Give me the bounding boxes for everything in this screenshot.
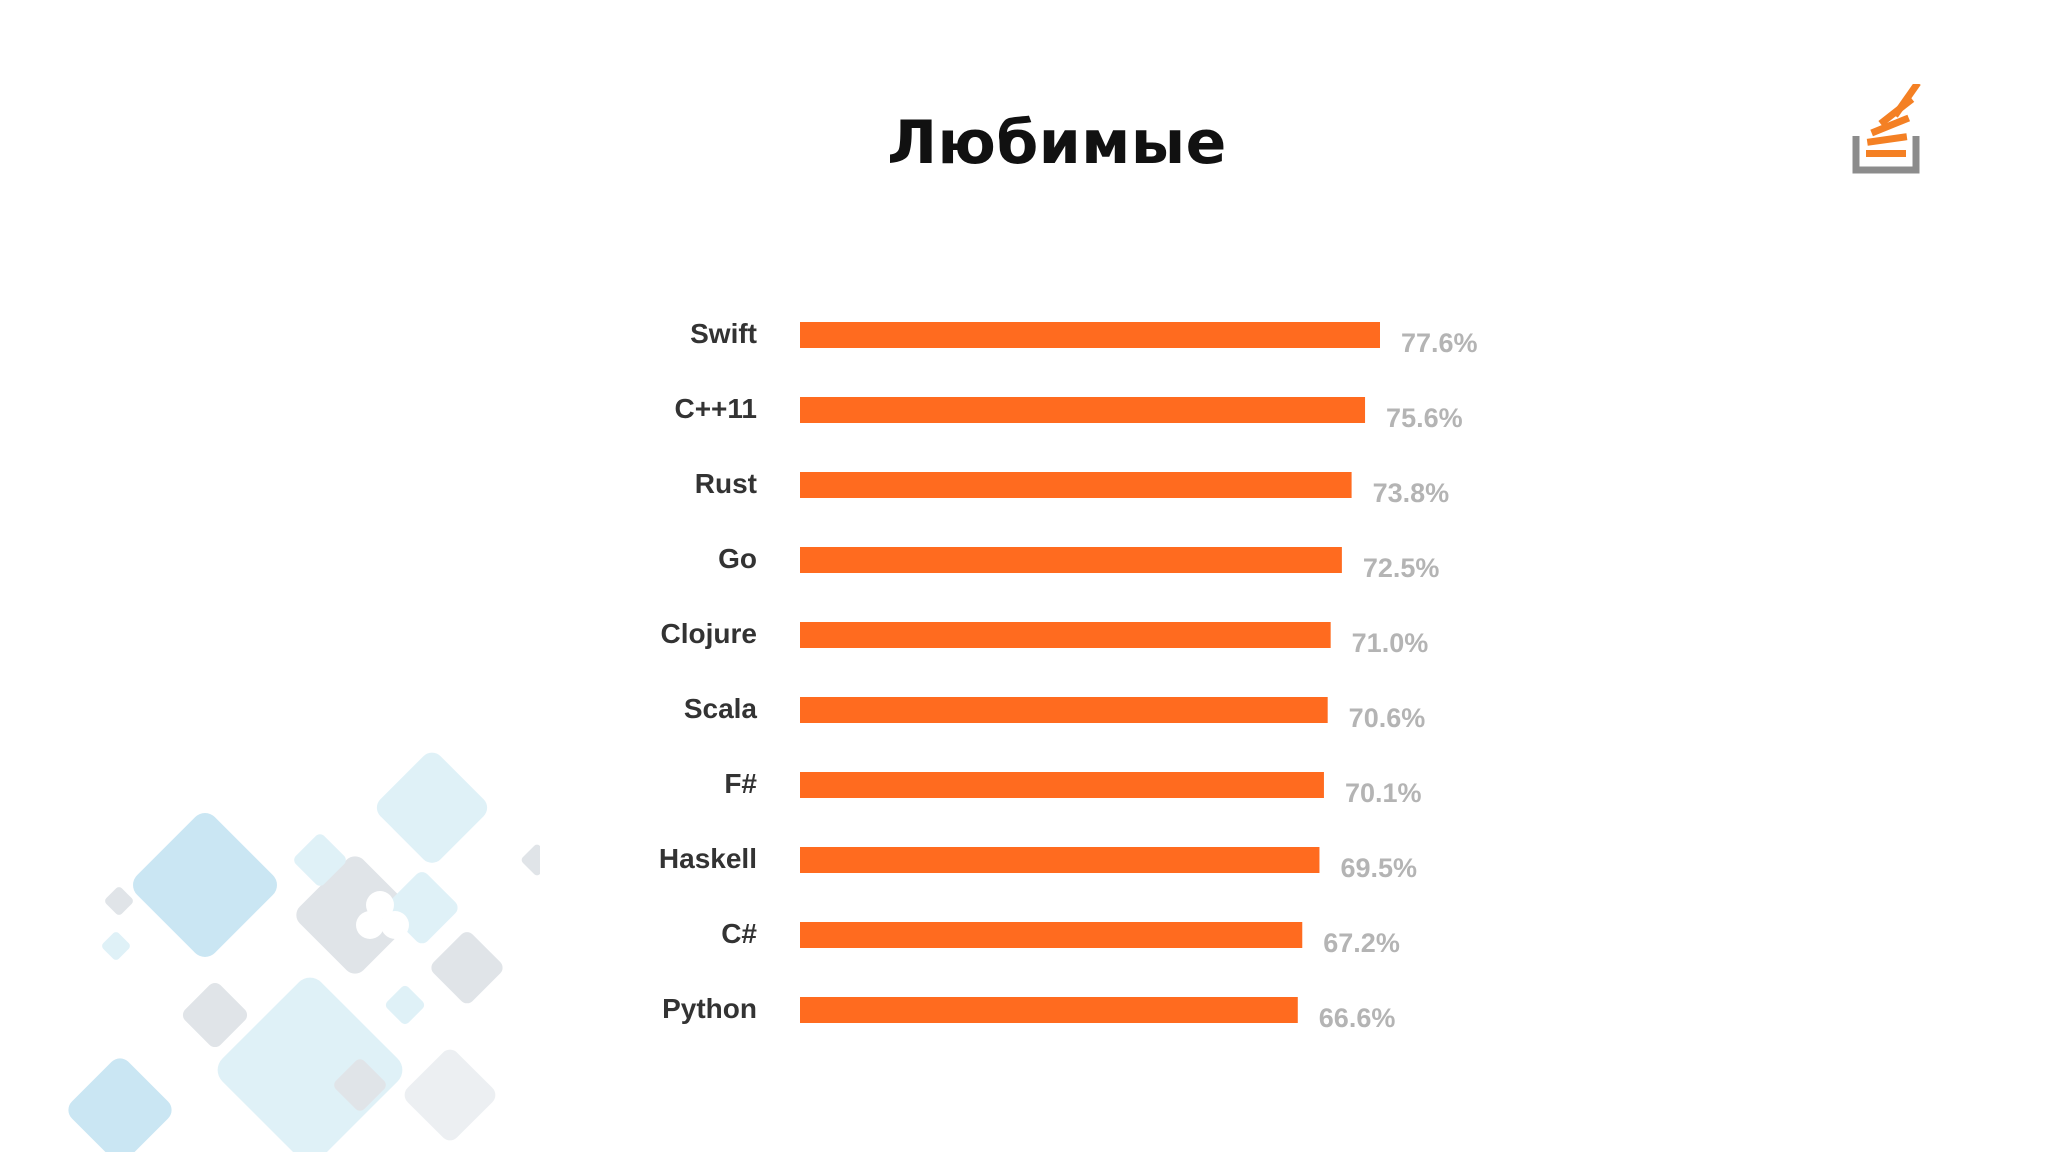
bar — [800, 847, 1320, 873]
bar — [800, 622, 1331, 648]
category-label: Rust — [695, 468, 757, 499]
stack-overflow-logo-icon — [1852, 84, 1921, 174]
bar — [800, 322, 1380, 348]
value-label: 73.8% — [1373, 478, 1450, 508]
bar — [800, 772, 1324, 798]
bar — [800, 397, 1366, 423]
slide-title: Любимые — [887, 108, 1227, 178]
category-label: Go — [718, 543, 757, 574]
category-label: Scala — [684, 693, 758, 724]
value-label: 75.6% — [1386, 403, 1463, 433]
category-label: Python — [662, 993, 757, 1024]
category-label: Swift — [690, 318, 757, 349]
category-label: F# — [724, 768, 757, 799]
value-label: 69.5% — [1340, 853, 1417, 883]
category-label: Haskell — [659, 843, 757, 874]
bar — [800, 547, 1342, 573]
value-label: 72.5% — [1363, 553, 1440, 583]
value-label: 71.0% — [1352, 628, 1429, 658]
category-label: Clojure — [661, 618, 757, 649]
value-label: 70.6% — [1349, 703, 1426, 733]
value-label: 67.2% — [1323, 928, 1400, 958]
value-label: 77.6% — [1401, 328, 1478, 358]
category-label: C++11 — [674, 393, 757, 424]
category-label: C# — [721, 918, 757, 949]
speech-bubbles-decoration-icon — [68, 752, 540, 1152]
value-label: 66.6% — [1319, 1003, 1396, 1033]
bar — [800, 922, 1303, 948]
bar — [800, 472, 1352, 498]
bar — [800, 997, 1298, 1023]
value-label: 70.1% — [1345, 778, 1422, 808]
bar — [800, 697, 1328, 723]
bars-group: Swift 77.6% C++11 75.6% Rust 73.8% Go 72.5% Cloj… — [659, 318, 1478, 1033]
